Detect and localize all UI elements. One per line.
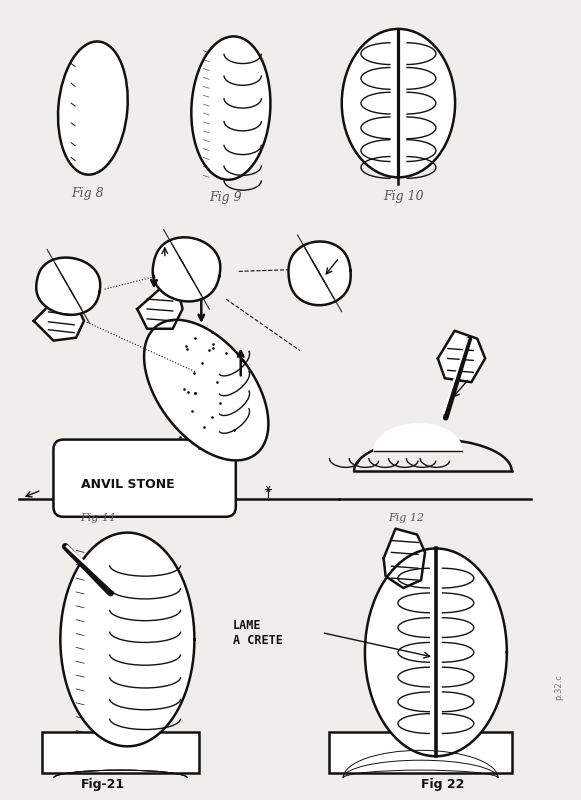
Text: Fig 9: Fig 9 [210,191,242,204]
Ellipse shape [191,36,270,180]
Polygon shape [36,258,100,315]
Bar [329,731,512,773]
Polygon shape [60,533,195,746]
Polygon shape [289,242,351,305]
Polygon shape [153,238,220,302]
Polygon shape [34,301,84,341]
Text: Fig 11: Fig 11 [80,513,116,523]
Text: Fig 8: Fig 8 [71,187,104,200]
Text: Fig 22: Fig 22 [421,778,464,791]
Text: Fig 12: Fig 12 [388,513,424,523]
Ellipse shape [342,29,455,178]
Bar [42,731,199,773]
Polygon shape [137,287,182,329]
Polygon shape [144,320,268,461]
Text: Fig-21: Fig-21 [81,778,125,791]
Polygon shape [374,424,462,451]
Text: p.32.c: p.32.c [555,674,564,700]
Ellipse shape [58,42,128,174]
Text: ANVIL STONE: ANVIL STONE [81,478,175,490]
FancyBboxPatch shape [53,439,236,517]
Polygon shape [383,529,425,588]
Polygon shape [365,549,507,756]
Text: Fig 10: Fig 10 [383,190,424,203]
Polygon shape [438,330,485,382]
Text: LAME
A CRETE: LAME A CRETE [233,618,283,646]
